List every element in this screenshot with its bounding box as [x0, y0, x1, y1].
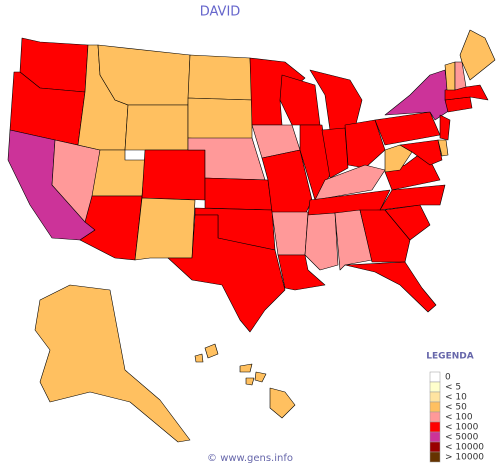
state [34, 284, 191, 443]
state [379, 184, 446, 211]
state [141, 149, 206, 201]
legend-swatch [429, 371, 441, 383]
footer: © www.gens.info [207, 453, 293, 464]
state [459, 29, 496, 81]
legend-swatch [429, 391, 441, 403]
legend-title: LEGENDA [426, 352, 473, 362]
legend: 0< 5< 10< 50< 100< 1000< 5000< 10000> 10… [429, 371, 484, 463]
state [444, 61, 456, 91]
state [187, 97, 253, 143]
state [384, 69, 451, 121]
state [304, 212, 339, 271]
state [454, 61, 467, 91]
state [269, 387, 296, 419]
state [384, 144, 413, 173]
state [204, 177, 273, 211]
state [279, 74, 321, 126]
legend-label: < 10000 [445, 443, 484, 453]
legend-swatch [429, 431, 441, 443]
state [254, 371, 267, 383]
legend-swatch [429, 451, 441, 463]
legend-label: < 100 [445, 413, 473, 423]
state [124, 104, 189, 151]
state [239, 363, 253, 373]
legend-swatch [429, 411, 441, 423]
state [344, 261, 437, 313]
state [167, 214, 286, 333]
state [194, 353, 204, 363]
state [271, 211, 309, 256]
states [7, 29, 496, 443]
state [204, 343, 219, 359]
legend-swatch [429, 441, 441, 453]
legend-label: < 1000 [445, 423, 479, 433]
state [334, 209, 373, 271]
state [245, 377, 255, 386]
legend-label: < 10 [445, 393, 467, 403]
state [399, 139, 443, 166]
legend-label: > 10000 [445, 453, 484, 463]
state [439, 114, 451, 141]
state [187, 54, 253, 101]
state [437, 139, 449, 157]
legend-swatch [429, 381, 441, 393]
map-title: DAVID [200, 5, 241, 20]
legend-label: < 50 [445, 403, 467, 413]
state [134, 197, 196, 261]
legend-label: < 5 [445, 383, 461, 393]
legend-swatch [429, 401, 441, 413]
state [344, 119, 386, 169]
legend-label: < 5000 [445, 433, 479, 443]
legend-label: 0 [445, 373, 451, 383]
state [374, 111, 441, 146]
state [314, 164, 386, 201]
state [321, 127, 349, 179]
state [91, 149, 146, 197]
legend-swatch [429, 421, 441, 433]
